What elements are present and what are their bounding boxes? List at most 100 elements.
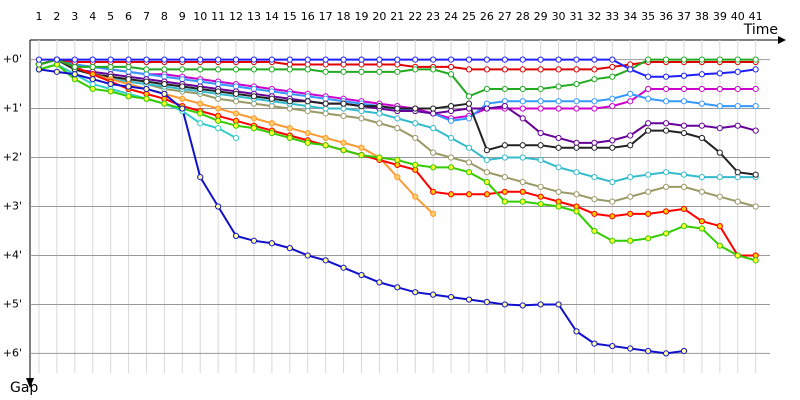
data-point [752, 127, 759, 134]
x-tick-label: 16 [301, 10, 315, 23]
data-point [376, 110, 383, 117]
data-point [394, 174, 401, 181]
data-point [322, 142, 329, 149]
data-point [430, 291, 437, 298]
data-point [215, 56, 222, 63]
data-point [125, 56, 132, 63]
data-point [627, 193, 634, 200]
data-point [627, 237, 634, 244]
data-point [573, 191, 580, 198]
data-point [447, 191, 455, 198]
data-point [698, 71, 706, 78]
data-point [447, 56, 455, 63]
data-point [680, 171, 688, 178]
data-point [752, 203, 759, 210]
data-point [555, 134, 562, 142]
x-tick-label: 38 [695, 10, 709, 23]
data-point [465, 66, 473, 73]
data-point [412, 66, 419, 73]
data-point [179, 56, 186, 63]
data-point [447, 154, 455, 161]
data-point [591, 227, 598, 235]
data-point [215, 66, 222, 73]
data-point [537, 183, 544, 191]
data-point [215, 88, 222, 95]
data-point [250, 125, 258, 132]
y-arrow [26, 378, 34, 388]
data-point [537, 85, 544, 93]
data-point [179, 105, 186, 112]
data-point [197, 110, 204, 117]
data-point [286, 98, 293, 105]
data-point [447, 134, 455, 142]
data-point [161, 90, 168, 97]
data-point [752, 103, 759, 110]
data-point [465, 56, 473, 63]
data-point [340, 139, 347, 146]
data-point [53, 68, 60, 75]
data-point [698, 100, 706, 107]
data-point [71, 71, 78, 78]
data-point [698, 85, 706, 93]
data-point [645, 73, 652, 80]
data-point [143, 78, 150, 85]
data-point [573, 98, 580, 105]
y-tick-label: +2' [3, 151, 22, 164]
data-point [215, 203, 222, 210]
data-point [322, 257, 329, 264]
data-point [519, 142, 526, 149]
data-point [447, 71, 455, 78]
data-point [698, 56, 706, 63]
data-point [716, 242, 723, 249]
data-point [89, 56, 96, 63]
data-point [268, 240, 275, 247]
data-point [555, 301, 562, 308]
data-point [340, 56, 347, 63]
data-point [716, 149, 723, 156]
data-point [143, 66, 150, 73]
data-point [465, 191, 473, 198]
data-point [537, 156, 544, 164]
data-point [232, 66, 240, 73]
data-point [716, 193, 723, 200]
x-tick-label: 31 [569, 10, 583, 23]
data-point [680, 222, 688, 230]
data-point [519, 198, 526, 205]
data-point [609, 237, 616, 244]
data-point [35, 56, 43, 63]
x-tick-label: 39 [713, 10, 727, 23]
data-point [645, 127, 652, 134]
y-tick-label: +0' [3, 53, 22, 66]
data-point [537, 98, 544, 105]
data-point [609, 95, 616, 102]
data-point [394, 105, 401, 112]
x-tick-label: 26 [480, 10, 494, 23]
data-point [143, 85, 150, 93]
data-point [591, 210, 598, 217]
data-point [645, 188, 652, 195]
data-point [430, 105, 437, 112]
data-point [573, 105, 580, 112]
data-point [519, 66, 526, 73]
data-point [734, 85, 741, 93]
data-point [645, 171, 652, 178]
data-point [447, 103, 455, 110]
data-point [555, 188, 562, 195]
data-point [752, 66, 759, 73]
data-point [555, 56, 562, 63]
data-point [89, 63, 96, 71]
data-point [232, 110, 240, 117]
x-axis-title: Time [743, 22, 778, 38]
data-point [179, 66, 186, 73]
x-tick-label: 8 [161, 10, 168, 23]
data-point [645, 235, 652, 242]
data-point [537, 193, 544, 200]
data-point [465, 93, 473, 100]
data-point [627, 210, 634, 217]
data-point [232, 232, 240, 239]
x-tick-label: 3 [71, 10, 78, 23]
data-point [501, 56, 508, 63]
data-point [465, 159, 473, 166]
data-point [645, 85, 652, 93]
